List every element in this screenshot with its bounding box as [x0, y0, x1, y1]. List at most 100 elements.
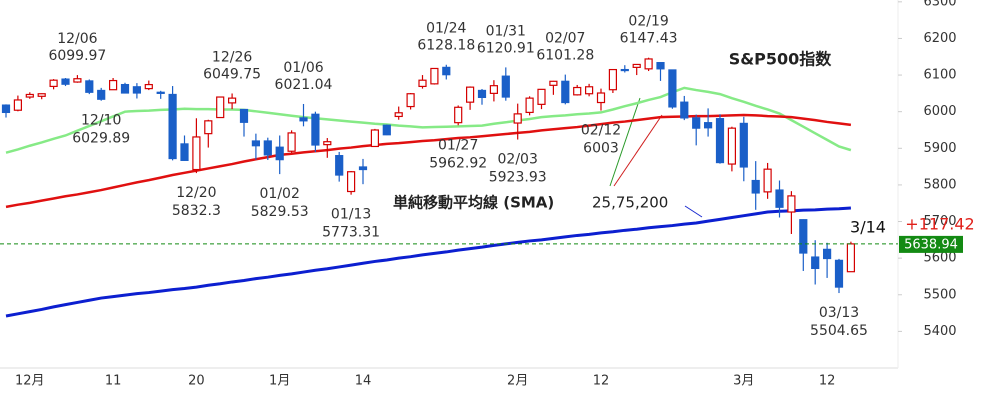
annotation-date: 12/10	[81, 113, 121, 129]
sma-line	[5, 86, 852, 154]
annotation-date: 02/03	[498, 152, 538, 168]
candle-body	[668, 69, 677, 108]
annotation-date: 02/19	[628, 14, 668, 30]
candle-body	[739, 122, 748, 168]
sma-line	[5, 113, 852, 209]
candle-body	[584, 86, 594, 95]
sma-label: 単純移動平均線 (SMA)	[393, 194, 554, 212]
candle-body	[822, 248, 832, 260]
candle-body	[846, 243, 856, 273]
annotation-value: 6101.28	[536, 48, 594, 64]
candle-body	[25, 93, 34, 98]
annotation-value: 5829.53	[251, 204, 309, 220]
annotation-date: 12/06	[57, 31, 97, 47]
candle-body	[108, 79, 118, 91]
candle-body	[382, 124, 391, 136]
annotation-date: 12/26	[212, 49, 252, 65]
y-tick-label: 5900	[923, 141, 956, 156]
candle-body	[466, 86, 475, 103]
candle-body	[454, 106, 463, 124]
candle-body	[228, 97, 237, 104]
y-tick-label: 6300	[923, 0, 956, 9]
candle-body	[763, 168, 772, 193]
annotation-date: 12/20	[176, 185, 216, 201]
change-label: +117.42	[905, 214, 974, 233]
y-tick-label: 5800	[923, 177, 956, 192]
candle-body	[180, 143, 189, 161]
last-date: 3/14	[850, 218, 886, 237]
candle-body	[477, 89, 487, 99]
annotation-date: 01/24	[426, 21, 466, 37]
x-tick-label: 1月	[269, 374, 290, 389]
candle-body	[1, 104, 11, 114]
x-tick-label: 12月	[15, 374, 45, 389]
candle-body	[61, 78, 70, 85]
candle-body	[335, 155, 344, 176]
candle-body	[204, 120, 213, 135]
candle-body	[168, 93, 177, 160]
sma-line	[5, 206, 851, 318]
candle-body	[192, 136, 201, 171]
sma-leader	[684, 205, 703, 218]
candle-body	[644, 58, 653, 70]
candle-body	[430, 67, 439, 85]
candle-body	[418, 79, 427, 88]
y-tick-label: 5600	[923, 251, 956, 266]
candle-body	[85, 80, 94, 93]
annotation-value: 5504.65	[810, 323, 868, 339]
candle-body	[347, 171, 356, 193]
candle-body	[275, 146, 284, 161]
annotation-date: 01/02	[260, 186, 300, 202]
candle-body	[727, 127, 737, 165]
candle-body	[537, 88, 546, 105]
sma-leader	[609, 97, 641, 187]
candle-body	[680, 101, 689, 119]
candle-body	[287, 132, 296, 152]
annotation-value: 5923.93	[489, 170, 547, 186]
candle-body	[406, 93, 415, 108]
candle-body	[311, 113, 320, 146]
candle-body	[799, 219, 808, 254]
candle-body	[501, 75, 510, 98]
last-price-box	[899, 235, 963, 253]
y-tick-label: 5500	[923, 287, 956, 302]
candle-body	[549, 80, 558, 86]
annotation-date: 01/06	[283, 60, 323, 76]
candle-body	[144, 83, 153, 90]
candle-body	[132, 86, 141, 94]
candle-body	[37, 93, 46, 97]
candle-body	[632, 63, 641, 68]
candle-body	[834, 259, 844, 288]
sma-leader	[613, 114, 663, 187]
annotation-date: 02/07	[545, 31, 585, 47]
candle-body	[49, 79, 58, 88]
sma-periods: 25,75,200	[592, 194, 668, 212]
annotation-value: 6147.43	[620, 31, 678, 47]
candle-body	[513, 113, 522, 124]
candle-body	[370, 129, 379, 148]
x-tick-label: 12	[819, 374, 836, 389]
candle-body	[775, 189, 784, 208]
annotation-value: 6128.18	[417, 38, 475, 54]
annotation-value: 5773.31	[322, 225, 380, 241]
candle-body	[656, 62, 665, 70]
candle-body	[489, 85, 498, 94]
x-tick-label: 14	[355, 374, 372, 389]
x-tick-label: 2月	[507, 374, 528, 389]
x-tick-label: 3月	[733, 374, 754, 389]
candle-body	[751, 179, 760, 194]
candle-body	[620, 68, 629, 72]
x-tick-label: 20	[188, 374, 205, 389]
candle-body	[358, 166, 368, 171]
candle-body	[596, 92, 606, 104]
candle-body	[692, 117, 701, 129]
y-tick-label: 5700	[923, 214, 956, 229]
candle-body	[216, 96, 225, 119]
candle-body	[323, 141, 332, 146]
candle-body	[13, 99, 22, 111]
annotation-date: 01/13	[331, 207, 371, 223]
y-tick-label: 5400	[923, 324, 956, 339]
candle-body	[811, 256, 820, 270]
annotation-value: 5962.92	[429, 155, 487, 171]
candle-body	[73, 78, 82, 83]
